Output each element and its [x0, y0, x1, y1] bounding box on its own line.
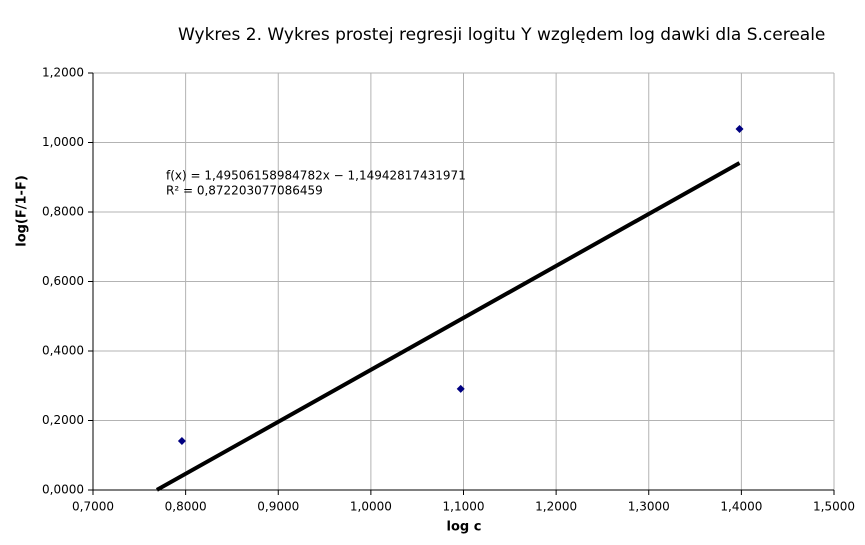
- y-tick-label: 0,0000: [42, 483, 84, 497]
- x-tick-label: 0,9000: [257, 500, 299, 514]
- y-axis-label: log(F/1-F): [15, 175, 30, 247]
- y-tick-label: 0,4000: [42, 344, 84, 358]
- trendline: [155, 161, 741, 492]
- x-tick-label: 1,0000: [350, 500, 392, 514]
- data-point: [735, 124, 744, 133]
- data-point: [177, 437, 186, 446]
- y-tick-label: 0,6000: [42, 274, 84, 288]
- y-tick-label: 0,8000: [42, 205, 84, 219]
- x-tick-label: 1,4000: [720, 500, 762, 514]
- y-tick-label: 1,0000: [42, 135, 84, 149]
- trendline-equation: f(x) = 1,49506158984782x − 1,14942817431…: [166, 169, 466, 183]
- x-axis-label: log c: [447, 520, 482, 535]
- x-tick-label: 0,8000: [165, 500, 207, 514]
- x-tick-label: 0,7000: [72, 500, 114, 514]
- x-tick-label: 1,5000: [813, 500, 855, 514]
- chart-title: Wykres 2. Wykres prostej regresji logitu…: [178, 25, 825, 45]
- y-tick-label: 0,2000: [42, 413, 84, 427]
- y-tick-label: 1,2000: [42, 66, 84, 80]
- x-tick-label: 1,2000: [535, 500, 577, 514]
- x-tick-label: 1,3000: [628, 500, 670, 514]
- trendline-equation: R² = 0,872203077086459: [166, 184, 323, 198]
- data-point: [456, 384, 465, 393]
- x-tick-label: 1,1000: [443, 500, 485, 514]
